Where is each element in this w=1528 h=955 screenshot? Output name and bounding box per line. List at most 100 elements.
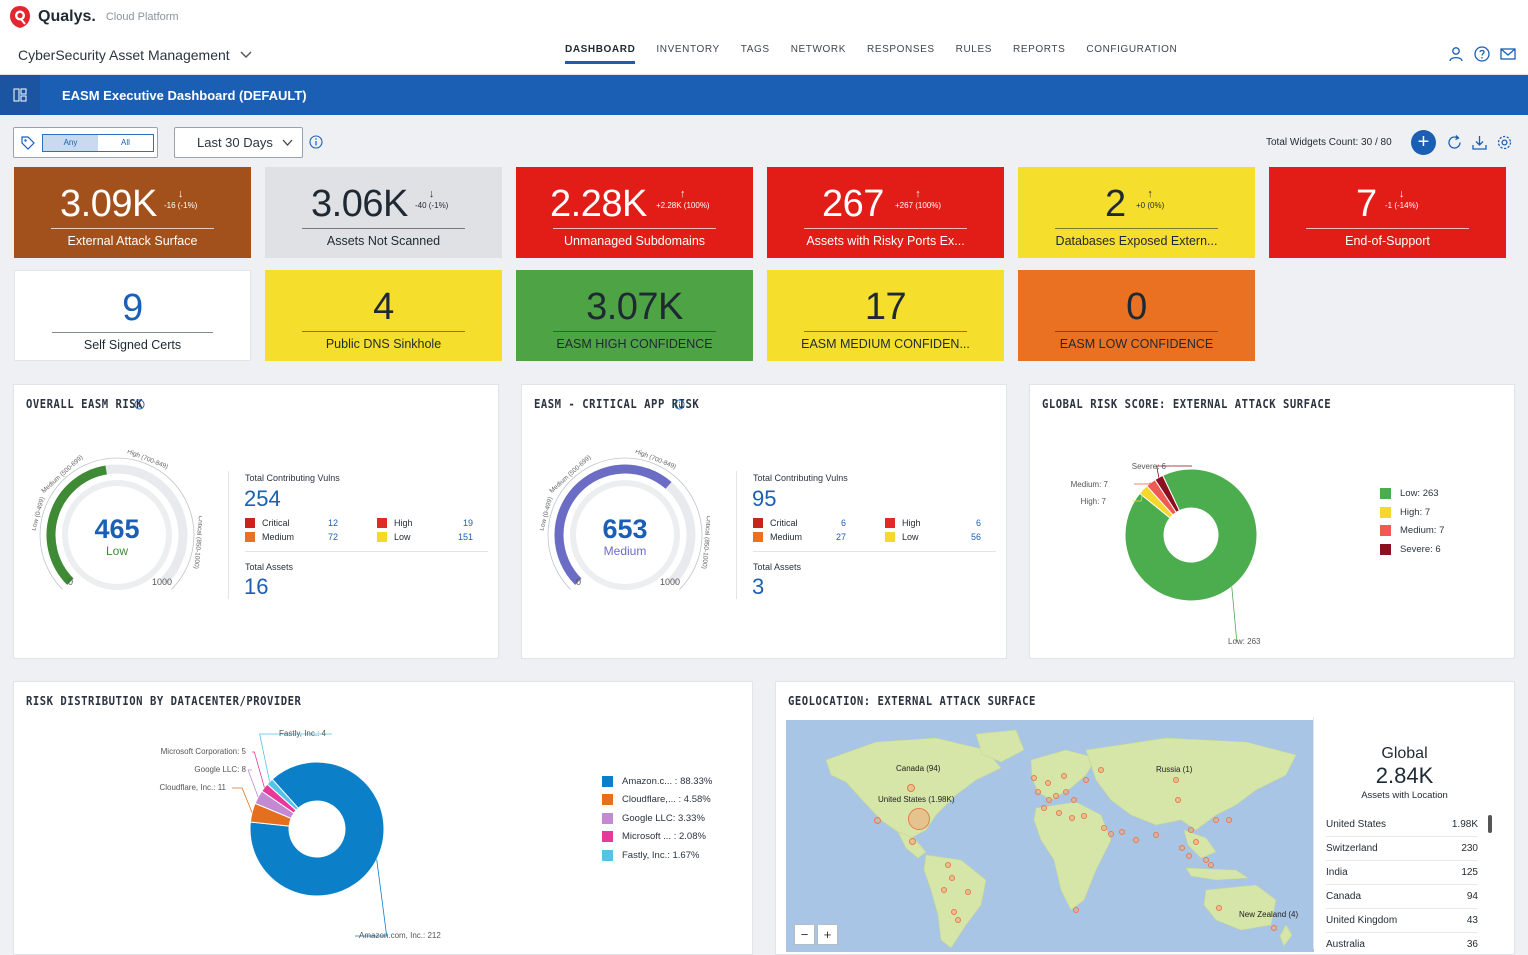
dashboard-switcher[interactable] bbox=[0, 75, 40, 115]
country-row[interactable]: India 125 bbox=[1326, 861, 1478, 885]
metric-tile[interactable]: 267 ↑ +267 (100%) Assets with Risky Ports E… bbox=[767, 167, 1004, 258]
map-marker[interactable] bbox=[1193, 839, 1199, 845]
map-marker[interactable] bbox=[1056, 810, 1062, 816]
map-marker[interactable] bbox=[1069, 815, 1075, 821]
map-marker[interactable] bbox=[941, 887, 947, 893]
map-marker[interactable] bbox=[1153, 832, 1159, 838]
map-marker[interactable] bbox=[1045, 780, 1051, 786]
legend-item[interactable]: High: 7 bbox=[1380, 506, 1430, 518]
provider-risk-slice[interactable] bbox=[249, 761, 385, 897]
map-marker[interactable] bbox=[1186, 853, 1192, 859]
map-marker[interactable] bbox=[955, 917, 961, 923]
zoom-out-button[interactable]: − bbox=[794, 924, 815, 945]
legend-item[interactable]: Medium: 7 bbox=[1380, 525, 1444, 536]
country-row[interactable]: United Kingdom 43 bbox=[1326, 909, 1478, 933]
legend-item[interactable]: Low: 263 bbox=[1380, 488, 1439, 499]
map-marker[interactable] bbox=[1073, 907, 1079, 913]
map-marker[interactable] bbox=[1203, 857, 1209, 863]
tag-filter[interactable]: Any All bbox=[13, 127, 158, 158]
metric-tile[interactable]: 3.07K EASM HIGH CONFIDENCE bbox=[516, 270, 753, 361]
metric-tile[interactable]: 7 ↓ -1 (-14%) End-of-Support bbox=[1269, 167, 1506, 258]
map-marker[interactable] bbox=[951, 909, 957, 915]
info-icon[interactable] bbox=[674, 397, 685, 415]
map-marker[interactable] bbox=[1071, 797, 1077, 803]
map-marker[interactable] bbox=[1216, 905, 1222, 911]
legend-item[interactable]: Amazon.c... : 88.33% bbox=[602, 776, 712, 787]
user-icon[interactable] bbox=[1448, 46, 1464, 62]
info-icon[interactable] bbox=[134, 397, 145, 415]
country-row[interactable]: Switzerland 230 bbox=[1326, 837, 1478, 861]
map-marker[interactable] bbox=[1061, 773, 1067, 779]
map-marker[interactable] bbox=[1188, 827, 1194, 833]
map-marker[interactable] bbox=[1031, 775, 1037, 781]
provider-risk-slice[interactable] bbox=[266, 778, 299, 811]
help-icon[interactable] bbox=[1474, 46, 1490, 62]
global-risk-slice[interactable] bbox=[1124, 468, 1258, 602]
zoom-in-button[interactable]: + bbox=[817, 924, 838, 945]
country-row[interactable]: United States 1.98K bbox=[1326, 813, 1478, 837]
date-range-select[interactable]: Last 30 Days bbox=[174, 127, 303, 158]
map-marker[interactable] bbox=[1053, 793, 1059, 799]
nav-item-responses[interactable]: RESPONSES bbox=[867, 44, 935, 55]
tag-any-option[interactable]: Any bbox=[43, 134, 98, 151]
map-marker[interactable] bbox=[1208, 862, 1214, 868]
map-marker[interactable] bbox=[1101, 825, 1107, 831]
map-marker[interactable] bbox=[1098, 767, 1104, 773]
nav-item-inventory[interactable]: INVENTORY bbox=[656, 44, 720, 55]
map-marker[interactable] bbox=[965, 889, 971, 895]
map-marker[interactable] bbox=[1179, 845, 1185, 851]
info-icon[interactable] bbox=[309, 135, 323, 149]
map-marker[interactable] bbox=[1081, 813, 1087, 819]
metric-tile[interactable]: 3.09K ↓ -16 (-1%) External Attack Surface bbox=[14, 167, 251, 258]
nav-item-network[interactable]: NETWORK bbox=[790, 44, 846, 55]
metric-tile[interactable]: 0 EASM LOW CONFIDENCE bbox=[1018, 270, 1255, 361]
map-marker[interactable] bbox=[1108, 831, 1114, 837]
metric-tile[interactable]: 4 Public DNS Sinkhole bbox=[265, 270, 502, 361]
map-marker[interactable] bbox=[1175, 797, 1181, 803]
legend-item[interactable]: Google LLC: 3.33% bbox=[602, 812, 705, 824]
download-icon[interactable] bbox=[1471, 134, 1488, 151]
legend-item[interactable]: Microsoft ... : 2.08% bbox=[602, 831, 706, 843]
mail-icon[interactable] bbox=[1500, 46, 1516, 62]
map-marker[interactable] bbox=[908, 808, 930, 830]
nav-item-dashboard[interactable]: DASHBOARD bbox=[565, 44, 636, 64]
metric-tile[interactable]: 17 EASM MEDIUM CONFIDEN... bbox=[767, 270, 1004, 361]
qualys-logo[interactable]: Qualys. Cloud Platform bbox=[8, 5, 179, 29]
map-marker[interactable] bbox=[1213, 817, 1219, 823]
map-marker[interactable] bbox=[1133, 837, 1139, 843]
refresh-icon[interactable] bbox=[1446, 134, 1463, 151]
metric-tile[interactable]: 9 Self Signed Certs bbox=[14, 270, 251, 361]
country-list-scrollbar[interactable] bbox=[1488, 815, 1492, 833]
legend-item[interactable]: Fastly, Inc.: 1.67% bbox=[602, 849, 699, 861]
nav-item-tags[interactable]: TAGS bbox=[740, 44, 770, 55]
map-marker[interactable] bbox=[1173, 777, 1179, 783]
global-risk-slice[interactable] bbox=[1154, 474, 1181, 514]
map-marker[interactable] bbox=[908, 837, 916, 845]
map-marker[interactable] bbox=[1119, 829, 1125, 835]
map-marker[interactable] bbox=[1271, 925, 1277, 931]
metric-tile[interactable]: 2.28K ↑ +2.28K (100%) Unmanaged Subdomains bbox=[516, 167, 753, 258]
tag-all-option[interactable]: All bbox=[121, 137, 130, 147]
map-marker[interactable] bbox=[1046, 797, 1052, 803]
map-marker[interactable] bbox=[1083, 777, 1089, 783]
map-marker[interactable] bbox=[1063, 789, 1069, 795]
map-marker[interactable] bbox=[1035, 789, 1041, 795]
legend-item[interactable]: Cloudflare,... : 4.58% bbox=[602, 794, 711, 806]
nav-item-configuration[interactable]: CONFIGURATION bbox=[1086, 44, 1178, 55]
nav-item-reports[interactable]: REPORTS bbox=[1013, 44, 1066, 55]
country-row[interactable]: Australia 36 bbox=[1326, 933, 1478, 949]
nav-item-rules[interactable]: RULES bbox=[955, 44, 993, 55]
world-map[interactable]: Canada (94) United States (1.98K) Russia (… bbox=[786, 720, 1314, 952]
metric-tile[interactable]: 2 ↑ +0 (0%) Databases Exposed Extern... bbox=[1018, 167, 1255, 258]
app-switcher[interactable]: CyberSecurity Asset Management bbox=[18, 47, 252, 63]
settings-gear-icon[interactable] bbox=[1496, 134, 1513, 151]
map-marker[interactable] bbox=[907, 784, 915, 792]
map-marker[interactable] bbox=[945, 862, 951, 868]
legend-item[interactable]: Severe: 6 bbox=[1380, 543, 1441, 555]
map-marker[interactable] bbox=[1041, 805, 1047, 811]
metric-tile[interactable]: 3.06K ↓ -40 (-1%) Assets Not Scanned bbox=[265, 167, 502, 258]
map-marker[interactable] bbox=[949, 875, 955, 881]
country-row[interactable]: Canada 94 bbox=[1326, 885, 1478, 909]
add-widget-button[interactable]: + bbox=[1411, 130, 1436, 155]
map-marker[interactable] bbox=[873, 816, 881, 824]
